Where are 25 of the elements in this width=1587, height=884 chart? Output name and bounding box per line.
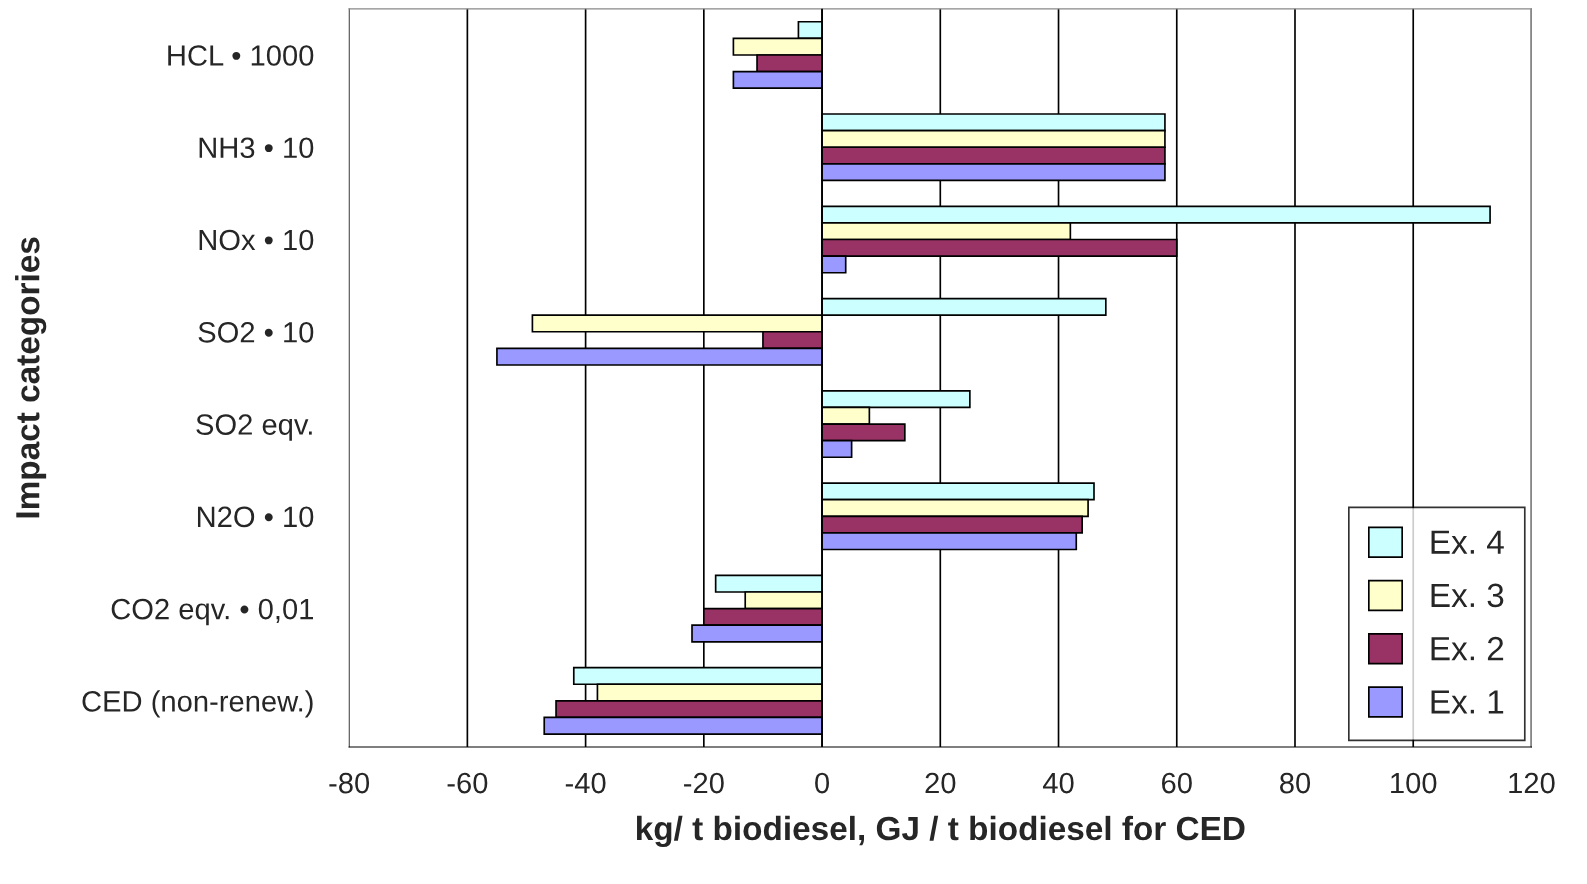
y-axis-title: Impact categories <box>15 237 47 518</box>
x-tick-label: 60 <box>1162 772 1192 794</box>
x-tick-label: 120 <box>1509 772 1555 794</box>
x-tick-label: -80 <box>329 772 370 794</box>
legend-label: Ex. 1 <box>1431 690 1504 714</box>
x-tick-label: -40 <box>565 772 606 794</box>
legend-label: Ex. 4 <box>1431 530 1504 554</box>
y-tick-label: HCL • 1000 <box>168 45 314 66</box>
x-axis-title: kg/ t biodiesel, GJ / t biodiesel for CED <box>637 815 1245 848</box>
x-tick-label: 100 <box>1391 772 1437 794</box>
y-tick-label: SO2 • 10 <box>198 321 314 343</box>
x-tick-label: -60 <box>447 772 488 794</box>
y-tick-label: CED (non-renew.) <box>82 690 313 718</box>
x-tick-label: 40 <box>1042 772 1074 794</box>
x-tick-label: 0 <box>815 772 830 794</box>
y-tick-label: CO2 eqv. • 0,01 <box>111 598 314 626</box>
legend-label: Ex. 2 <box>1431 636 1504 661</box>
x-tick-label: -20 <box>684 772 724 794</box>
legend-label: Ex. 3 <box>1431 583 1504 608</box>
y-tick-label: NOx • 10 <box>199 229 314 251</box>
y-tick-label: N2O • 10 <box>197 506 314 528</box>
x-tick-label: 20 <box>925 772 956 794</box>
y-tick-label: NH3 • 10 <box>199 137 314 159</box>
y-tick-label: SO2 eqv. <box>196 414 312 441</box>
x-tick-label: 80 <box>1280 772 1311 794</box>
